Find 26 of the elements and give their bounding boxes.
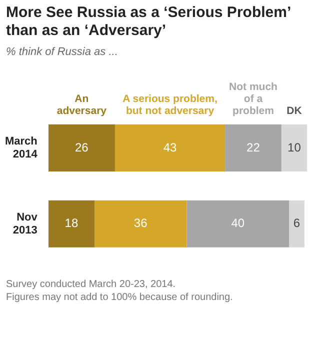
chart-title: More See Russia as a ‘Serious Problem’ than as an ‘Adversary’ xyxy=(5,3,292,40)
data-label: 6 xyxy=(293,216,300,230)
series-label: Not much of a problem xyxy=(229,81,278,118)
series-label: A serious problem, but not adversary xyxy=(122,93,218,118)
bar xyxy=(281,124,307,172)
data-label: 10 xyxy=(288,140,302,154)
bar xyxy=(48,200,94,248)
data-label: 36 xyxy=(134,216,148,230)
bar xyxy=(225,124,282,172)
data-label: 43 xyxy=(163,140,178,154)
text: Survey conducted March 20-23, 2014. xyxy=(6,278,177,291)
bar xyxy=(289,200,304,248)
data-label: 40 xyxy=(231,216,245,230)
bar xyxy=(48,124,115,172)
data-label: 18 xyxy=(64,216,78,230)
bar xyxy=(114,124,226,172)
bar xyxy=(186,200,290,248)
series-label: An adversary xyxy=(56,93,107,118)
chart-subtitle: % think of Russia as ... xyxy=(5,45,119,58)
text: Figures may not add to 100% because of rounding. xyxy=(6,291,234,304)
y-tick-label: March 2014 xyxy=(4,135,38,161)
y-tick-label: Nov 2013 xyxy=(12,211,38,236)
data-label: 22 xyxy=(246,140,260,154)
bar xyxy=(94,200,187,248)
data-label: 26 xyxy=(75,140,89,154)
series-label: DK xyxy=(286,105,302,118)
